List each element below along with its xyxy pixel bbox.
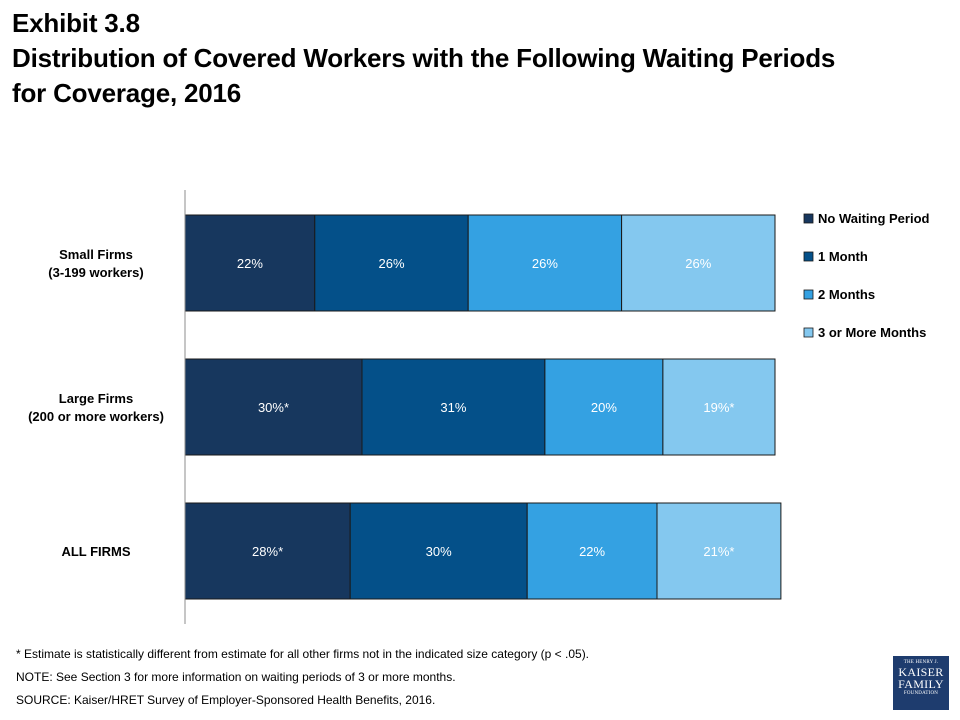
bar-value-label: 22%	[237, 256, 263, 271]
bar-value-label: 31%	[440, 400, 466, 415]
chart-title-line-2: for Coverage, 2016	[12, 78, 242, 108]
legend-label: 2 Months	[818, 287, 875, 302]
category-label: Large Firms	[59, 391, 133, 406]
bar-value-label: 26%	[685, 256, 711, 271]
footnote-asterisk: * Estimate is statistically different fr…	[16, 647, 590, 661]
category-label: Small Firms	[59, 247, 133, 262]
logo-line-2: KAISER	[898, 665, 944, 679]
legend-label: 3 or More Months	[818, 325, 926, 340]
footnote-note: NOTE: See Section 3 for more information…	[16, 670, 456, 684]
bar-segment	[656, 502, 782, 600]
bar-segment	[314, 214, 469, 312]
footnotes: * Estimate is statistically different fr…	[16, 643, 876, 712]
bar-value-label: 26%	[378, 256, 404, 271]
bar-segment	[184, 358, 363, 456]
category-label: ALL FIRMS	[61, 544, 130, 559]
chart-title-line-1: Distribution of Covered Workers with the…	[12, 43, 836, 73]
footnote-source: SOURCE: Kaiser/HRET Survey of Employer-S…	[16, 693, 436, 707]
category-label: (200 or more workers)	[28, 409, 164, 424]
bar-segment	[361, 358, 546, 456]
bar-segment	[526, 502, 658, 600]
bar-segment	[467, 214, 623, 312]
bar-segment	[349, 502, 528, 600]
legend-label: No Waiting Period	[818, 211, 930, 226]
bar-value-label: 28%*	[252, 544, 283, 559]
logo-line-1: THE HENRY J.	[903, 660, 939, 665]
legend-swatch	[803, 251, 814, 262]
stacked-bar-chart: 22% 26% 26% 26% Small Firms (3-199 workers) 30…	[28, 190, 930, 624]
legend-swatch	[803, 213, 814, 224]
kff-logo[interactable]: THE HENRY J. KAISER FAMILY FOUNDATION	[893, 656, 949, 710]
bar-value-label: 20%	[591, 400, 617, 415]
bar-value-label: 19%*	[703, 400, 734, 415]
bar-value-label: 30%	[426, 544, 452, 559]
logo-line-4: FOUNDATION	[903, 691, 939, 696]
bar-segment	[662, 358, 776, 456]
bar-segment	[621, 214, 776, 312]
category-label: (3-199 workers)	[48, 265, 143, 280]
exhibit-number: Exhibit 3.8	[12, 8, 140, 38]
legend-label: 1 Month	[818, 249, 868, 264]
bar-segment	[544, 358, 664, 456]
bar-value-label: 21%*	[703, 544, 734, 559]
legend-swatch	[803, 289, 814, 300]
legend-swatch	[803, 327, 814, 338]
chart-title: Exhibit 3.8 Distribution of Covered Work…	[12, 6, 952, 111]
bar-value-label: 26%	[532, 256, 558, 271]
bar-value-label: 22%	[579, 544, 605, 559]
bar-value-label: 30%*	[258, 400, 289, 415]
logo-line-3: FAMILY	[898, 677, 944, 691]
